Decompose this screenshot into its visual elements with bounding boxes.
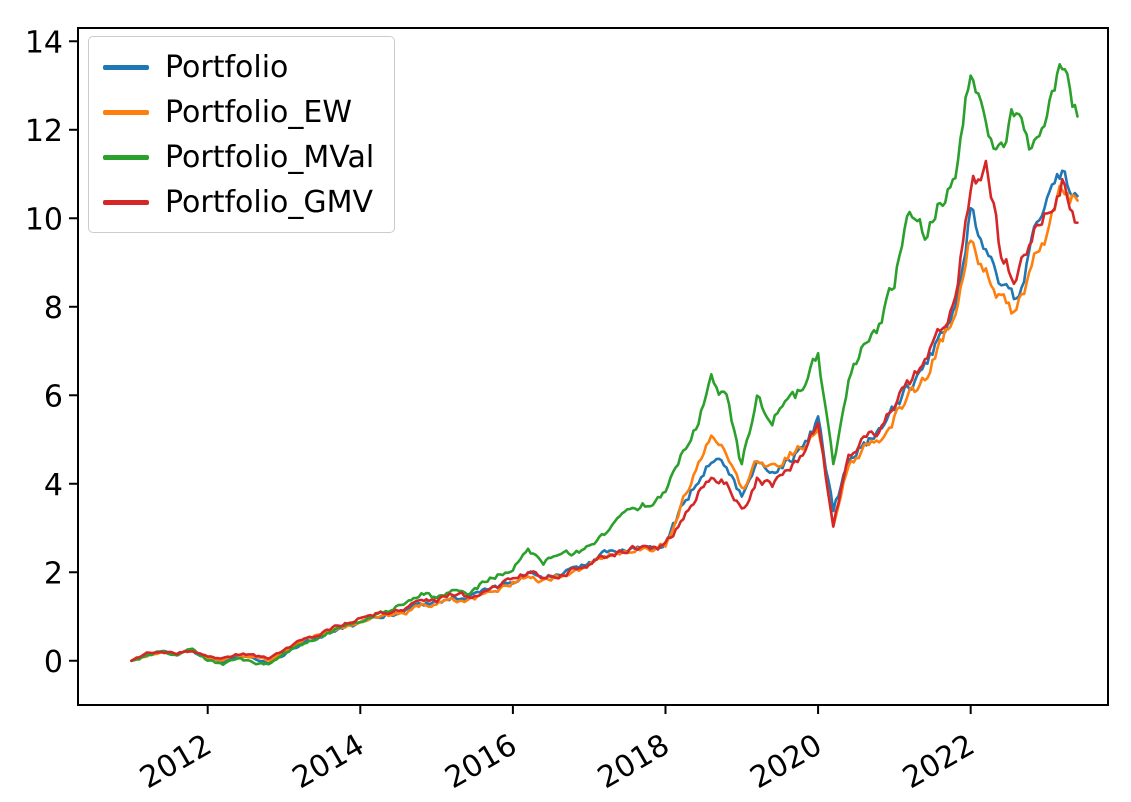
- legend-label: Portfolio_MVal: [165, 139, 375, 175]
- y-tick-label: 8: [44, 291, 63, 326]
- legend-line-swatch: [103, 154, 149, 160]
- legend-item-portfolio-gmv: Portfolio_GMV: [103, 182, 374, 222]
- legend-label: Portfolio_GMV: [165, 184, 374, 220]
- x-tick-label: 2020: [744, 728, 828, 796]
- x-tick-label: 2014: [287, 728, 371, 796]
- legend-line-swatch: [103, 199, 149, 205]
- y-tick-label: 14: [25, 25, 63, 60]
- legend-line-swatch: [103, 109, 149, 115]
- legend-line-swatch: [103, 64, 149, 70]
- series-line-portfolio_mval: [130, 63, 1079, 667]
- legend-label: Portfolio_EW: [165, 94, 353, 130]
- x-tick-label: 2012: [134, 728, 218, 796]
- y-tick-label: 12: [25, 114, 63, 149]
- y-tick-label: 6: [44, 379, 63, 414]
- y-tick-label: 4: [44, 468, 63, 503]
- x-tick-label: 2016: [439, 728, 523, 796]
- legend-label: Portfolio: [165, 49, 289, 85]
- series-line-portfolio_gmv: [130, 159, 1079, 663]
- x-tick-label: 2018: [592, 728, 676, 796]
- y-tick-label: 2: [44, 556, 63, 591]
- x-tick-label: 2022: [897, 728, 981, 796]
- axes-spines: [77, 27, 1109, 706]
- legend-item-portfolio: Portfolio: [103, 47, 374, 87]
- y-tick-label: 0: [44, 645, 63, 680]
- legend-item-portfolio-mval: Portfolio_MVal: [103, 137, 374, 177]
- legend: Portfolio Portfolio_EW Portfolio_MVal Po…: [88, 36, 396, 233]
- series-line-portfolio_ew: [130, 184, 1079, 663]
- y-tick-label: 10: [25, 202, 63, 237]
- series-line-portfolio: [130, 169, 1079, 666]
- legend-item-portfolio-ew: Portfolio_EW: [103, 92, 374, 132]
